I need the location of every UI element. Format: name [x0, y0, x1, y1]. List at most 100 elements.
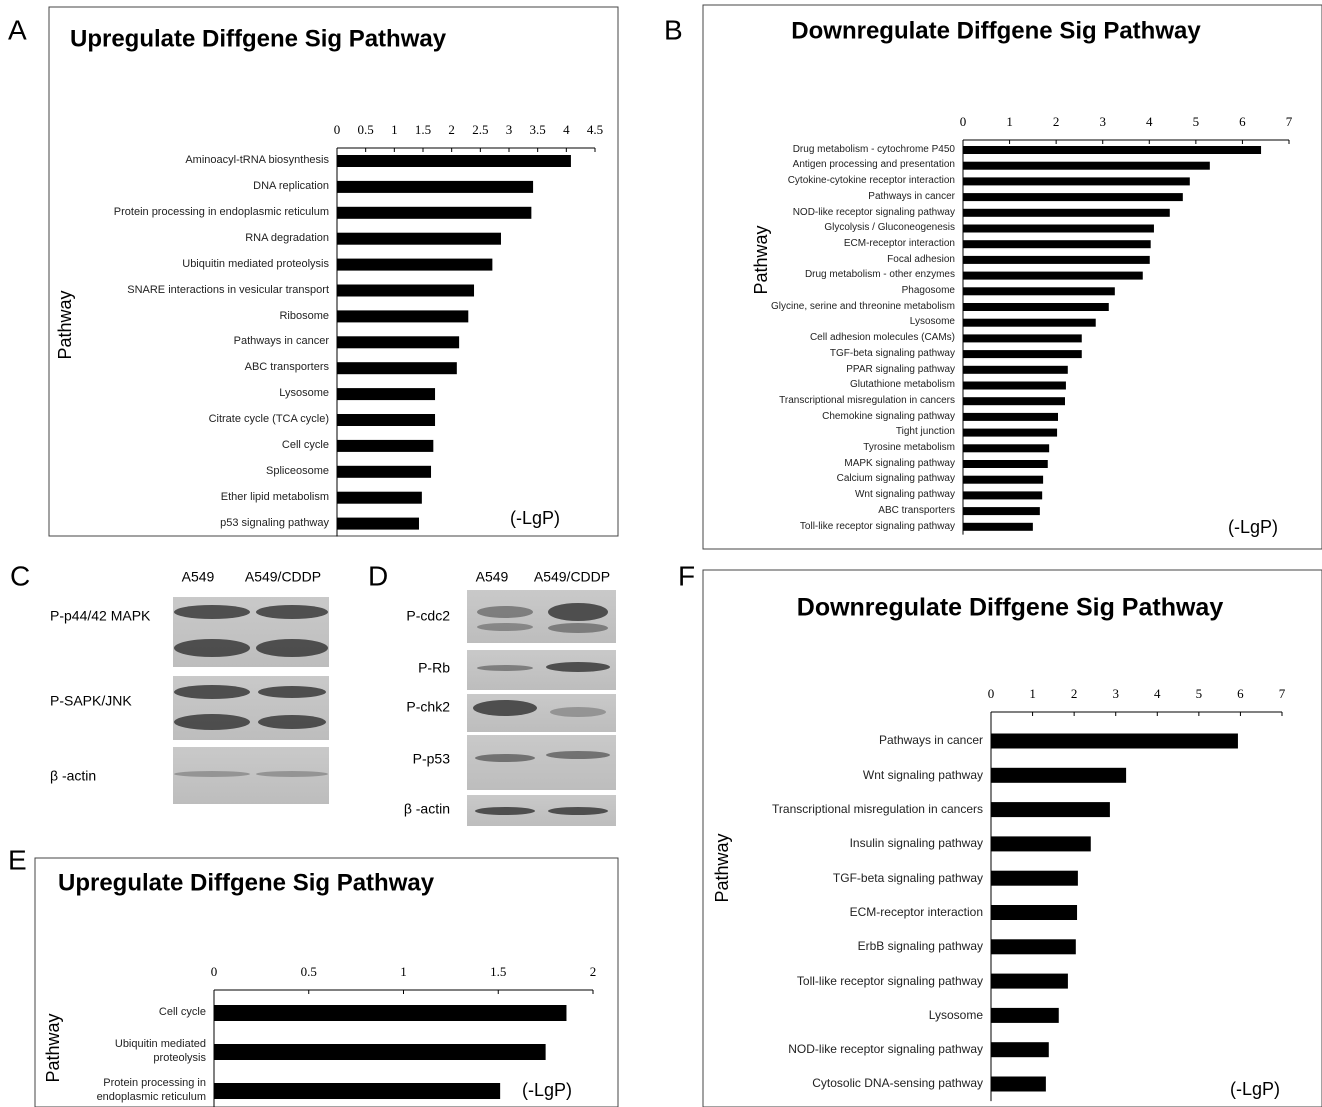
category-label: Pathways in cancer: [735, 189, 955, 205]
x-tick-label: 4.5: [587, 122, 603, 137]
bar: [963, 334, 1082, 342]
category-label-box: ABC transporters: [735, 503, 955, 519]
category-label-box: p53 signaling pathway: [49, 511, 329, 537]
blot-column-label: A549: [476, 569, 509, 585]
bar: [991, 768, 1126, 783]
annotation: (-LgP): [1228, 517, 1278, 537]
category-label-box: ErbB signaling pathway: [723, 930, 983, 964]
category-label: Calcium signaling pathway: [735, 472, 955, 488]
annotation: (-LgP): [522, 1080, 572, 1100]
category-label-box: Tight junction: [735, 425, 955, 441]
y-axis-label: Pathway: [751, 225, 771, 294]
x-tick-label: 3.5: [530, 122, 546, 137]
bar: [214, 1005, 566, 1021]
bar: [963, 350, 1082, 358]
blot-images: [173, 590, 616, 826]
bar: [337, 362, 457, 374]
blot-row-label: P-SAPK/JNK: [50, 693, 132, 709]
category-label: Aminoacyl-tRNA biosynthesis: [49, 148, 329, 174]
bar: [337, 259, 492, 271]
bar: [963, 491, 1042, 499]
blot-row-label: P-p53: [413, 751, 451, 767]
category-label-box: Ubiquitin mediated proteolysis: [88, 1033, 206, 1072]
category-label: Tight junction: [735, 425, 955, 441]
x-tick-label: 2.5: [472, 122, 488, 137]
x-tick-label: 2: [1071, 686, 1078, 701]
category-label: ABC transporters: [49, 355, 329, 381]
category-label-box: Wnt signaling pathway: [735, 488, 955, 504]
blot-row-label: P-cdc2: [406, 608, 450, 624]
blot-column-label: A549/CDDP: [245, 569, 321, 585]
blot-row-label: P-chk2: [406, 699, 450, 715]
bar: [337, 336, 459, 348]
category-label: Wnt signaling pathway: [735, 488, 955, 504]
bar: [337, 233, 501, 245]
category-label: Pathways in cancer: [723, 724, 983, 758]
category-label-box: Cytokine-cytokine receptor interaction: [735, 174, 955, 190]
x-tick-label: 3: [1099, 114, 1106, 129]
x-tick-label: 6: [1237, 686, 1244, 701]
y-axis-label: Pathway: [55, 290, 75, 359]
category-label: Insulin signaling pathway: [723, 827, 983, 861]
chart-panel: AUpregulate Diffgene Sig Pathway00.511.5…: [8, 7, 618, 537]
blot-row-label: P-p44/42 MAPK: [50, 608, 151, 624]
category-label: Ubiquitin mediated proteolysis: [49, 252, 329, 278]
category-label-box: Cell adhesion molecules (CAMs): [735, 331, 955, 347]
x-tick-label: 1: [1006, 114, 1013, 129]
x-tick-label: 2: [1053, 114, 1060, 129]
category-label: Pathways in cancer: [49, 329, 329, 355]
category-label-box: Transcriptional misregulation in cancers: [735, 393, 955, 409]
category-label-box: Cell cycle: [88, 994, 206, 1033]
bar: [963, 193, 1183, 201]
bar: [337, 492, 422, 504]
bar: [963, 272, 1143, 280]
bar: [337, 207, 531, 219]
bar: [214, 1044, 546, 1060]
chart-title: Upregulate Diffgene Sig Pathway: [70, 25, 447, 52]
category-label-box: Ether lipid metabolism: [49, 485, 329, 511]
category-label-box: ECM-receptor interaction: [723, 895, 983, 929]
bar: [337, 181, 533, 193]
category-label: Transcriptional misregulation in cancers: [723, 792, 983, 826]
category-label-box: Drug metabolism - cytochrome P450: [735, 142, 955, 158]
category-label: Glutathione metabolism: [735, 378, 955, 394]
x-tick-label: 0.5: [301, 964, 317, 979]
x-tick-label: 0.5: [358, 122, 374, 137]
category-label-box: Spliceosome: [49, 459, 329, 485]
figure: AUpregulate Diffgene Sig Pathway00.511.5…: [0, 0, 1322, 1107]
category-label: Lysosome: [723, 998, 983, 1032]
bar: [991, 939, 1076, 954]
panel-letter: C: [10, 560, 30, 591]
category-label-box: Lysosome: [723, 998, 983, 1032]
blot-column-label: A549/CDDP: [534, 569, 610, 585]
bar: [991, 974, 1068, 989]
category-label: Toll-like receptor signaling pathway: [735, 519, 955, 535]
category-label-box: DNA replication: [49, 174, 329, 200]
annotation: (-LgP): [1230, 1079, 1280, 1099]
x-tick-label: 1: [1029, 686, 1036, 701]
bar: [963, 366, 1068, 374]
category-label-box: Ubiquitin mediated proteolysis: [49, 252, 329, 278]
category-label-box: NOD-like receptor signaling pathway: [723, 1033, 983, 1067]
bar: [963, 460, 1048, 468]
category-label: ABC transporters: [735, 503, 955, 519]
bar: [963, 397, 1065, 405]
category-label: TGF-beta signaling pathway: [723, 861, 983, 895]
x-tick-label: 2: [590, 964, 597, 979]
bar: [337, 414, 435, 426]
category-label: Cytosolic DNA-sensing pathway: [723, 1067, 983, 1101]
bar: [991, 1008, 1059, 1023]
category-label: Lysosome: [49, 381, 329, 407]
bar: [963, 287, 1115, 295]
x-tick-label: 4: [1154, 686, 1161, 701]
category-label-box: Chemokine signaling pathway: [735, 409, 955, 425]
category-label-box: SNARE interactions in vesicular transpor…: [49, 278, 329, 304]
category-label: Ribosome: [49, 303, 329, 329]
category-label: Protein processing in endoplasmic reticu…: [49, 200, 329, 226]
chart-title: Downregulate Diffgene Sig Pathway: [791, 17, 1201, 44]
category-label: Cytokine-cytokine receptor interaction: [735, 174, 955, 190]
x-tick-label: 2: [448, 122, 455, 137]
x-tick-label: 4: [1146, 114, 1153, 129]
bar: [337, 155, 571, 167]
